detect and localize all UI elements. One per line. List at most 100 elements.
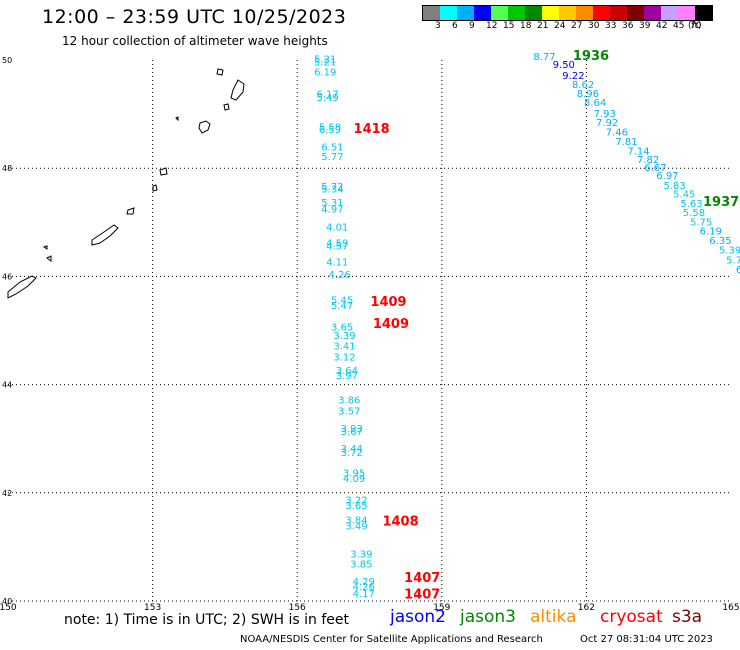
wave-height-value: 3.39 [350, 550, 372, 561]
map-subtitle: 12 hour collection of altimeter wave hei… [62, 34, 328, 48]
wave-height-value: 6.19 [700, 227, 722, 238]
wave-height-value: 4.59 [326, 239, 348, 250]
wave-height-value: 7.93 [594, 109, 616, 120]
legend-swatch [610, 6, 627, 20]
wave-height-value: 5.45 [673, 189, 695, 200]
legend-swatch [644, 6, 661, 20]
satellite-jason2: jason2 [390, 607, 446, 627]
wave-height-value: 4.11 [326, 258, 348, 269]
wave-height-value: 6.19 [314, 68, 336, 79]
wave-height-value: 3.84 [345, 516, 367, 527]
coastline [152, 184, 158, 192]
latitude-label: 42 [2, 489, 12, 498]
coastline [7, 275, 37, 299]
wave-height-value: 7.46 [606, 128, 628, 139]
legend-label: 36 [622, 21, 634, 31]
wave-height-value: 3.39 [333, 331, 355, 342]
wave-height-value: 3.95 [343, 469, 365, 480]
credit-text: NOAA/NESDIS Center for Satellite Applica… [240, 634, 543, 645]
legend-swatch [678, 6, 695, 20]
legend-label: 3 [435, 21, 441, 31]
pass-time-label: 1937 [703, 195, 739, 210]
latitude-label: 46 [2, 272, 12, 281]
wave-height-value: 5.45 [331, 295, 353, 306]
wave-height-value: 3.86 [338, 396, 360, 407]
coastline [42, 245, 48, 250]
legend-swatch [491, 6, 508, 20]
wave-height-value: 6.66 [736, 265, 740, 276]
wave-height-value: 3.44 [341, 444, 363, 455]
wave-height-value: 5.47 [331, 301, 353, 312]
legend-swatch [440, 6, 457, 20]
wave-height-value: 3.57 [338, 406, 360, 417]
legend-label: 9 [469, 21, 475, 31]
wave-height-value: 5.49 [316, 93, 338, 104]
legend-swatch [457, 6, 474, 20]
legend-swatch [423, 6, 440, 20]
pass-time-label: 1408 [382, 514, 418, 529]
latitude-label: 44 [2, 381, 12, 390]
coastline [159, 167, 168, 176]
coastline [126, 207, 135, 215]
wave-height-value: 3.85 [350, 559, 372, 570]
wave-height-value: 5.58 [319, 122, 341, 133]
coastline [91, 224, 119, 246]
legend-swatch [627, 6, 644, 20]
wave-height-value: 3.22 [345, 496, 367, 507]
coastline [198, 120, 211, 134]
pass-time-label: 1409 [370, 295, 406, 310]
longitude-label: 153 [144, 603, 161, 613]
wave-height-value: 6.35 [709, 236, 731, 247]
satellite-s3a: s3a [672, 607, 703, 627]
pass-time-label: 1407 [404, 587, 440, 602]
coastline [230, 79, 245, 101]
wave-height-value: 3.97 [336, 371, 358, 382]
wave-height-value: 8.64 [584, 98, 606, 109]
wave-height-value: 5.58 [683, 208, 705, 219]
longitude-label: 162 [578, 603, 595, 613]
legend-label: 30 [588, 21, 600, 31]
wave-height-value: 4.26 [329, 270, 351, 281]
longitude-label: 165 [722, 603, 739, 613]
legend-swatch [559, 6, 576, 20]
wave-height-value: 3.65 [345, 501, 367, 512]
wave-height-value: 3.41 [333, 341, 355, 352]
wave-height-value: 5.31 [321, 198, 343, 209]
legend-label: 39 [639, 21, 651, 31]
legend-label: 18 [520, 21, 532, 31]
legend-swatch [576, 6, 593, 20]
wave-height-value: 5.72 [321, 182, 343, 193]
coastline [216, 68, 224, 76]
wave-height-value: 3.64 [336, 366, 358, 377]
legend-swatch [593, 6, 610, 20]
wave-height-value: 3.67 [341, 427, 363, 438]
wave-height-value: 5.39 [719, 246, 740, 257]
pass-time-label: 1409 [373, 317, 409, 332]
legend-label: 42 [656, 21, 668, 31]
wave-height-value: 6.17 [316, 89, 338, 100]
units-note: note: 1) Time is in UTC; 2) SWH is in fe… [64, 612, 350, 628]
satellite-altika: altika [530, 607, 577, 627]
legend-swatch [695, 6, 712, 20]
wave-height-value: 4.97 [321, 205, 343, 216]
map-title: 12:00 – 23:59 UTC 10/25/2023 [42, 6, 347, 28]
longitude-label: 159 [433, 603, 450, 613]
wave-height-value: 5.21 [314, 55, 336, 66]
longitude-label: 156 [289, 603, 306, 613]
legend-swatch [508, 6, 525, 20]
legend-label: (ft) [688, 21, 702, 31]
legend-label: 12 [486, 21, 498, 31]
generated-timestamp: Oct 27 08:31:04 UTC 2023 [580, 634, 713, 645]
wave-height-value: 4.29 [353, 577, 375, 588]
legend-label: 6 [452, 21, 458, 31]
wave-height-value: 7.81 [615, 137, 637, 148]
wave-height-value: 8.77 [533, 52, 555, 63]
legend-label: 45 [673, 21, 685, 31]
wave-height-value: 9.50 [553, 60, 575, 71]
pass-time-label: 1936 [573, 49, 609, 64]
wave-height-value: 5.34 [321, 185, 343, 196]
wave-height-value: 4.09 [343, 474, 365, 485]
wave-height-value: 5.21 [314, 57, 336, 68]
latitude-label: 48 [2, 164, 12, 173]
